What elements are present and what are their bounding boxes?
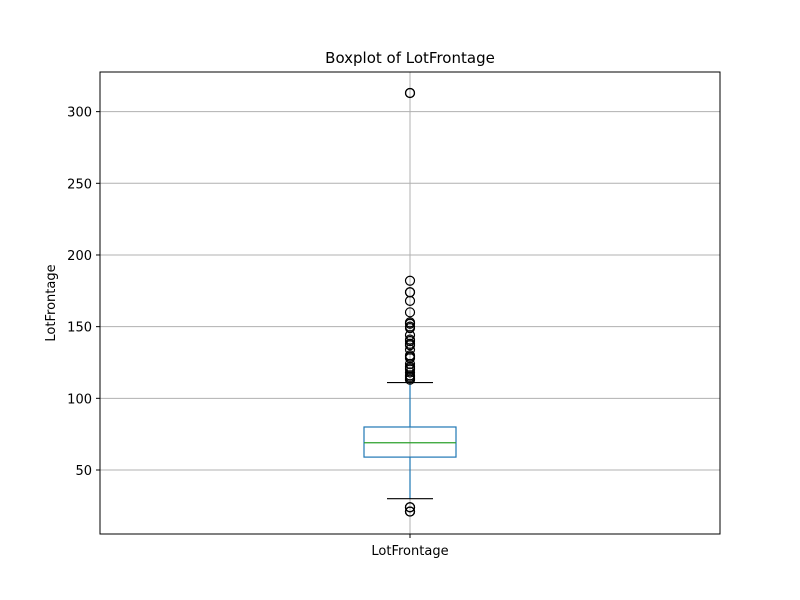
y-tick-label: 100	[67, 392, 92, 407]
outlier-point	[404, 275, 416, 286]
y-tick-label: 50	[75, 464, 92, 479]
y-axis-label: LotFrontage	[44, 264, 59, 341]
tick-layer: 50 100 150 200 250 300 LotFrontage	[67, 106, 448, 559]
outlier-point	[404, 321, 416, 332]
outlier-point	[404, 350, 416, 361]
box-layer	[363, 87, 457, 517]
chart-title: Boxplot of LotFrontage	[325, 49, 495, 67]
y-tick-label: 150	[67, 321, 92, 336]
y-tick-label: 250	[67, 177, 92, 192]
outlier-point	[404, 317, 416, 328]
outlier-point	[404, 307, 416, 318]
y-tick-label: 200	[67, 249, 92, 264]
x-tick-label: LotFrontage	[371, 544, 448, 559]
outlier-point	[404, 87, 416, 99]
outlier-point	[404, 287, 416, 298]
outlier-point	[404, 334, 416, 345]
outlier-point	[404, 506, 416, 517]
outlier-point	[404, 502, 416, 513]
iqr-box	[363, 426, 457, 458]
y-tick-label: 300	[67, 106, 92, 121]
